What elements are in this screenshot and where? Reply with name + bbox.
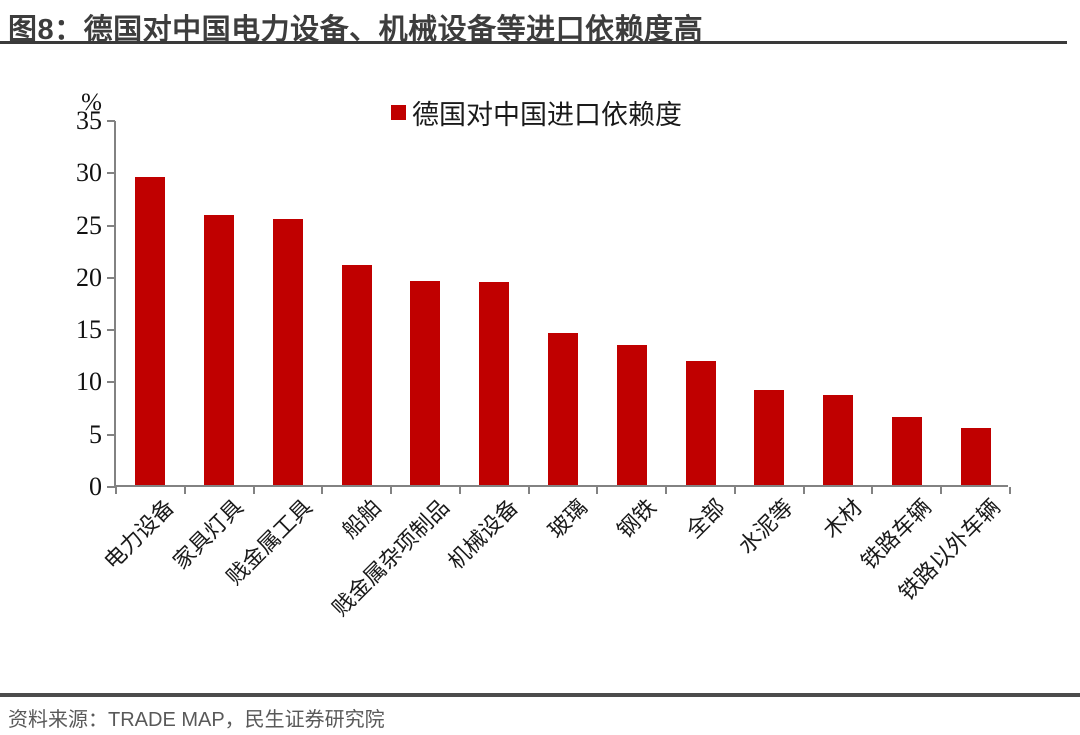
title-underline bbox=[0, 41, 1067, 44]
y-axis-tick-label: 5 bbox=[89, 419, 102, 449]
y-axis-tick bbox=[107, 381, 115, 384]
bar-铁路以外车辆 bbox=[960, 427, 991, 485]
y-axis-tick-label: 30 bbox=[76, 158, 102, 188]
y-axis-tick-label: 20 bbox=[76, 262, 102, 292]
y-axis-unit-label: % bbox=[81, 89, 102, 116]
chart-legend: 德国对中国进口依赖度 bbox=[391, 93, 682, 132]
x-axis-tick bbox=[1009, 487, 1011, 494]
y-axis-tick-label: 35 bbox=[76, 106, 102, 135]
source-note: 资料来源：TRADE MAP，民生证券研究院 bbox=[8, 709, 385, 731]
y-axis-tick bbox=[107, 329, 115, 332]
bar-电力设备 bbox=[135, 176, 166, 485]
x-axis-tick bbox=[183, 487, 186, 494]
y-axis-tick bbox=[107, 486, 115, 488]
x-axis-category-label: 电力设备 bbox=[99, 494, 180, 575]
x-axis-tick bbox=[596, 487, 599, 494]
x-axis-tick bbox=[390, 487, 393, 494]
x-axis-category-label: 机械设备 bbox=[443, 494, 524, 575]
x-axis-category-label: 钢铁 bbox=[611, 494, 661, 544]
legend-label: 德国对中国进口依赖度 bbox=[412, 100, 682, 130]
y-axis-tick-label: 15 bbox=[76, 315, 102, 345]
x-axis-tick bbox=[733, 487, 736, 494]
bar-贱金属杂项制品 bbox=[410, 281, 441, 485]
bar-机械设备 bbox=[479, 282, 510, 485]
y-axis-tick bbox=[107, 276, 115, 279]
x-axis-category-label: 全部 bbox=[680, 494, 730, 544]
x-axis-tick bbox=[871, 487, 874, 494]
y-axis-tick-label: 25 bbox=[76, 210, 102, 240]
x-axis-category-label: 水泥等 bbox=[733, 494, 799, 559]
bar-贱金属工具 bbox=[272, 219, 303, 485]
bar-chart: 德国对中国进口依赖度 % 0 5 10 15 20 25 30 35 电力设备 家具灯具 贱金属工具… bbox=[0, 60, 1080, 680]
x-axis-tick bbox=[252, 487, 255, 494]
chart-title: 图8：德国对中国电力设备、机械设备等进口依赖度高 bbox=[8, 14, 704, 46]
legend-swatch-icon bbox=[391, 105, 406, 120]
bar-玻璃 bbox=[548, 333, 578, 485]
x-axis-tick bbox=[321, 487, 324, 494]
y-axis-tick-label: 0 bbox=[89, 472, 102, 501]
x-axis-tick bbox=[115, 487, 117, 494]
bar-船舶 bbox=[341, 265, 372, 485]
x-axis-tick bbox=[527, 487, 530, 494]
x-axis-tick bbox=[665, 487, 668, 494]
footer-divider bbox=[0, 693, 1080, 697]
bar-铁路车辆 bbox=[891, 417, 922, 485]
bar-全部 bbox=[685, 360, 716, 485]
y-axis-tick bbox=[107, 172, 115, 175]
x-axis-category-label: 玻璃 bbox=[543, 494, 592, 544]
y-axis-tick bbox=[107, 120, 115, 122]
y-axis-tick bbox=[107, 433, 115, 436]
x-axis-tick bbox=[940, 487, 943, 494]
bar-水泥等 bbox=[754, 389, 785, 485]
y-axis-tick bbox=[107, 224, 115, 227]
bar-钢铁 bbox=[616, 344, 647, 485]
x-axis-category-label: 船舶 bbox=[336, 494, 386, 544]
y-axis-tick-label: 10 bbox=[76, 367, 102, 397]
x-axis-category-label: 木材 bbox=[818, 494, 868, 544]
x-axis-tick bbox=[802, 487, 805, 494]
plot-area: % 0 5 10 15 20 25 30 35 电力设备 家具灯具 贱金属工具 船舶 贱金属杂项制品 机械… bbox=[76, 90, 1011, 621]
bar-木材 bbox=[823, 395, 854, 485]
bar-家具灯具 bbox=[204, 215, 235, 485]
x-axis-tick bbox=[458, 487, 461, 494]
